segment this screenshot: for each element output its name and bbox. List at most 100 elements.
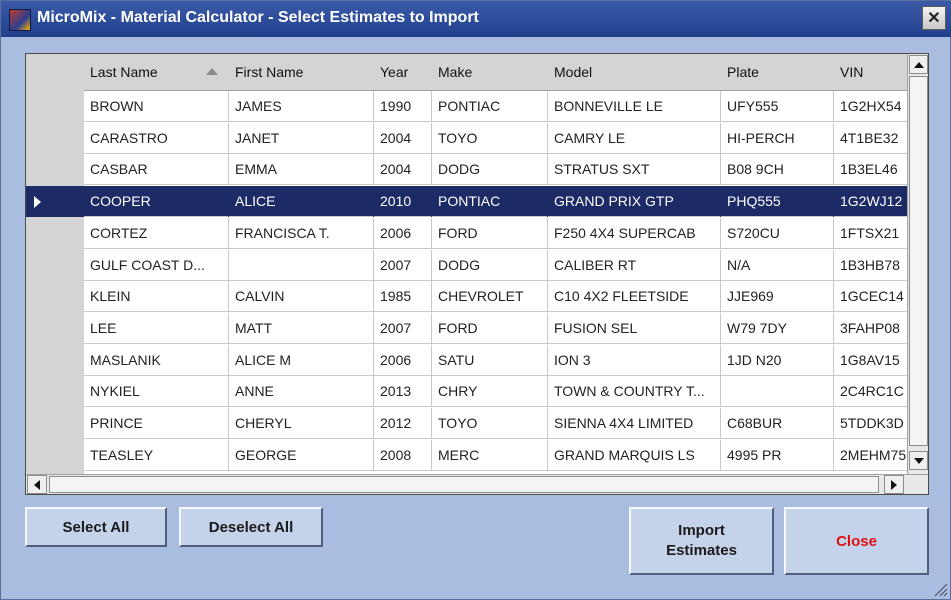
- select-all-button[interactable]: Select All: [25, 507, 167, 547]
- table-row[interactable]: NYKIEL ANNE 2013 CHRY TOWN & COUNTRY T... 2C4…: [84, 376, 907, 408]
- cell-vin: 3FAHP08: [834, 313, 907, 344]
- cell-year: 2004: [374, 122, 432, 154]
- table-row[interactable]: CARASTRO JANET 2004 TOYO CAMRY LE HI-PERCH 4T1…: [84, 122, 907, 154]
- close-button[interactable]: Close: [784, 507, 929, 575]
- cell-first-name: CALVIN: [229, 281, 374, 313]
- cell-model: TOWN & COUNTRY T...: [548, 376, 721, 408]
- cell-last-name: CORTEZ: [84, 217, 229, 249]
- table-row[interactable]: COOPER ALICE 2010 PONTIAC GRAND PRIX GTP PHQ5…: [84, 186, 907, 218]
- table-row[interactable]: GULF COAST D... 2007 DODG CALIBER RT N/A 1B3H…: [84, 249, 907, 281]
- table-row[interactable]: MASLANIK ALICE M 2006 SATU ION 3 1JD N20 1G8AV…: [84, 344, 907, 376]
- cell-model: F250 4X4 SUPERCAB: [548, 217, 721, 249]
- cell-make: CHEVROLET: [432, 281, 548, 313]
- cell-plate: 4995 PR: [721, 439, 834, 471]
- cell-vin: 1G2HX54: [834, 91, 907, 122]
- cell-make: DODG: [432, 154, 548, 186]
- cell-vin: 1B3HB78: [834, 250, 907, 281]
- cell-plate: UFY555: [721, 91, 834, 122]
- resize-grip-icon[interactable]: [932, 581, 948, 597]
- cell-year: 2012: [374, 408, 432, 439]
- cell-last-name: GULF COAST D...: [84, 249, 229, 281]
- cell-first-name: [229, 249, 374, 281]
- cell-model: FUSION SEL: [548, 312, 721, 344]
- cell-year: 2007: [374, 249, 432, 281]
- column-header-plate[interactable]: Plate: [727, 64, 759, 80]
- cell-last-name: MASLANIK: [84, 344, 229, 376]
- cell-model: STRATUS SXT: [548, 154, 721, 186]
- cell-plate: W79 7DY: [721, 312, 834, 344]
- cell-last-name: CASBAR: [84, 154, 229, 186]
- cell-first-name: JANET: [229, 122, 374, 154]
- selected-row-header[interactable]: [26, 186, 84, 218]
- cell-vin: 2C4RC1C: [834, 376, 907, 407]
- column-header-year[interactable]: Year: [380, 64, 409, 80]
- cell-make: PONTIAC: [432, 91, 548, 122]
- scroll-left-button[interactable]: [27, 475, 47, 494]
- cell-model: C10 4X2 FLEETSIDE: [548, 281, 721, 313]
- cell-first-name: FRANCISCA T.: [229, 217, 374, 249]
- cell-model: SIENNA 4X4 LIMITED: [548, 408, 721, 439]
- arrow-right-icon: [891, 479, 897, 490]
- column-header-last-name[interactable]: Last Name: [90, 64, 158, 80]
- cell-first-name: GEORGE: [229, 439, 374, 471]
- horizontal-scroll-thumb[interactable]: [49, 476, 879, 493]
- scroll-right-button[interactable]: [884, 475, 904, 494]
- table-row[interactable]: LEE MATT 2007 FORD FUSION SEL W79 7DY 3FAHP08: [84, 312, 907, 344]
- cell-vin: 1G8AV15: [834, 345, 907, 376]
- cell-first-name: CHERYL: [229, 408, 374, 439]
- cell-year: 2004: [374, 154, 432, 186]
- cell-model: ION 3: [548, 344, 721, 376]
- cell-model: CALIBER RT: [548, 249, 721, 281]
- cell-year: 2013: [374, 376, 432, 408]
- grid-body: BROWN JAMES 1990 PONTIAC BONNEVILLE LE UFY555…: [84, 91, 907, 474]
- cell-year: 2006: [374, 344, 432, 376]
- cell-last-name: LEE: [84, 312, 229, 344]
- app-logo-icon: [9, 9, 31, 31]
- column-header-vin[interactable]: VIN: [840, 64, 864, 80]
- cell-last-name: NYKIEL: [84, 376, 229, 408]
- vertical-scroll-thumb[interactable]: [909, 76, 928, 446]
- title-bar[interactable]: MicroMix - Material Calculator - Select …: [1, 1, 951, 37]
- table-row[interactable]: PRINCE CHERYL 2012 TOYO SIENNA 4X4 LIMITED C6…: [84, 408, 907, 439]
- arrow-down-icon: [913, 457, 924, 464]
- arrow-left-icon: [34, 479, 40, 490]
- table-row[interactable]: CASBAR EMMA 2004 DODG STRATUS SXT B08 9CH 1B3E…: [84, 154, 907, 186]
- scroll-up-button[interactable]: [909, 55, 928, 74]
- column-header-model[interactable]: Model: [554, 64, 593, 80]
- cell-model: GRAND PRIX GTP: [548, 186, 721, 218]
- column-header-first-name[interactable]: First Name: [235, 64, 304, 80]
- cell-last-name: PRINCE: [84, 408, 229, 439]
- cell-vin: 1FTSX21: [834, 218, 907, 249]
- cell-plate: JJE969: [721, 281, 834, 313]
- table-row[interactable]: KLEIN CALVIN 1985 CHEVROLET C10 4X2 FLEETSID…: [84, 281, 907, 313]
- vertical-scrollbar[interactable]: [907, 54, 928, 474]
- scroll-down-button[interactable]: [909, 451, 928, 470]
- cell-last-name: COOPER: [84, 186, 229, 218]
- cell-plate: B08 9CH: [721, 154, 834, 186]
- horizontal-scrollbar[interactable]: [26, 474, 928, 494]
- cell-first-name: ALICE M: [229, 344, 374, 376]
- cell-plate: [721, 376, 834, 408]
- cell-year: 2007: [374, 312, 432, 344]
- cell-make: DODG: [432, 249, 548, 281]
- import-estimates-button[interactable]: Import Estimates: [629, 507, 774, 575]
- cell-make: TOYO: [432, 408, 548, 439]
- table-row[interactable]: BROWN JAMES 1990 PONTIAC BONNEVILLE LE UFY555…: [84, 91, 907, 122]
- cell-vin: 2MEHM75: [834, 440, 907, 471]
- deselect-all-button[interactable]: Deselect All: [179, 507, 323, 547]
- column-header-make[interactable]: Make: [438, 64, 473, 80]
- table-row[interactable]: CORTEZ FRANCISCA T. 2006 FORD F250 4X4 SUPER…: [84, 217, 907, 249]
- close-window-button[interactable]: ✕: [922, 6, 946, 30]
- cell-year: 1990: [374, 91, 432, 122]
- cell-make: CHRY: [432, 376, 548, 408]
- cell-vin: 5TDDK3D: [834, 408, 907, 439]
- cell-last-name: KLEIN: [84, 281, 229, 313]
- cell-make: MERC: [432, 439, 548, 471]
- cell-vin: 4T1BE32: [834, 123, 907, 154]
- table-row[interactable]: TEASLEY GEORGE 2008 MERC GRAND MARQUIS LS 499…: [84, 439, 907, 471]
- cell-last-name: TEASLEY: [84, 439, 229, 471]
- cell-vin: 1B3EL46: [834, 154, 907, 185]
- cell-model: BONNEVILLE LE: [548, 91, 721, 122]
- window-title: MicroMix - Material Calculator - Select …: [37, 9, 479, 26]
